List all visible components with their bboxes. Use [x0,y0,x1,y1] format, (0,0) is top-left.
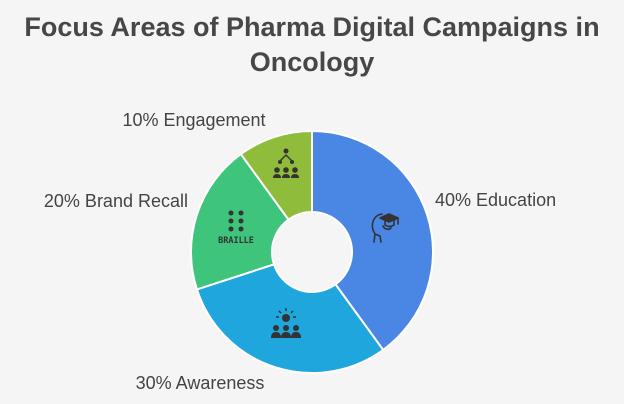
slice-education [311,129,434,352]
head-graduation-cap-icon [371,213,399,243]
slice-awareness [195,263,385,374]
slice-label-brand-recall: 20% Brand Recall [44,191,188,211]
slice-label-education: 40% Education [435,190,556,210]
crowd-spotlight-icon [271,308,301,338]
chart-slices [190,129,434,374]
chart-title: Focus Areas of Pharma Digital Campaigns … [0,10,624,80]
braille-icon-text: BRAILLE [218,236,254,246]
chart-title-line-2: Oncology [249,47,375,77]
braille-icon: BRAILLE [218,210,254,246]
slice-label-engagement: 10% Engagement [122,110,265,130]
slice-label-awareness: 30% Awareness [136,373,265,393]
connected-people-icon [273,148,299,178]
chart-title-line-1: Focus Areas of Pharma Digital Campaigns … [24,12,600,42]
